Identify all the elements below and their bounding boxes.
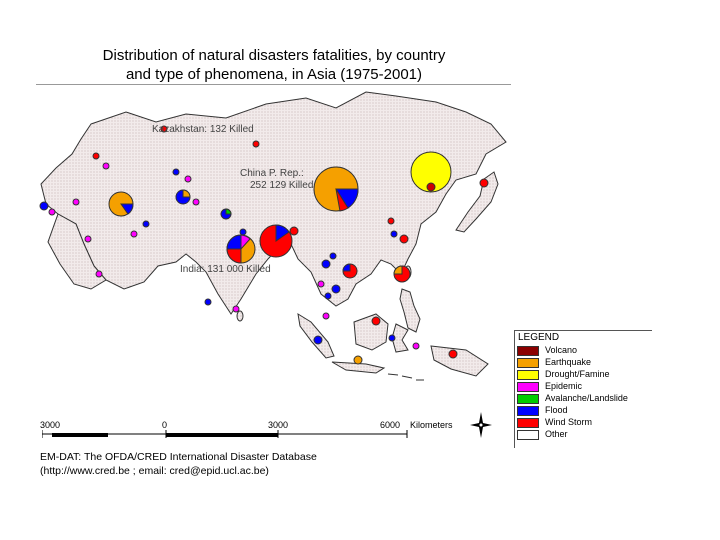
source-line-2: (http://www.cred.be ; email: cred@epid.u… [40,465,269,477]
legend-swatch [517,345,539,356]
symbol-small-9 [95,270,103,278]
arabia [47,213,107,290]
symbol-kazakhstan [160,125,168,133]
symbol-small-11 [142,220,150,228]
symbol-png [448,349,458,359]
legend-item-avalanche: Avalanche/Landslide [517,393,628,404]
symbol-small-2 [184,175,192,183]
symbol-small-10 [130,230,138,238]
symbol-indochina-2 [317,280,325,288]
legend-label: Epidemic [545,381,583,391]
legend-swatch [517,381,539,392]
source-note: EM-DAT: The OFDA/CRED International Disa… [40,450,317,478]
legend-swatch [517,393,539,404]
asia-map[interactable] [36,84,511,414]
symbol-thailand [321,259,331,269]
legend-item-drought: Drought/Famine [517,369,610,380]
symbol-laos [329,252,337,260]
scale-bar [42,430,408,438]
symbol-java [353,355,363,365]
symbol-korea-2 [390,230,398,238]
symbol-taiwan [387,217,395,225]
source-line-1: EM-DAT: The OFDA/CRED International Disa… [40,451,317,463]
scale-label-unit: Kilometers [410,420,453,430]
map-title: Distribution of natural disasters fatali… [40,46,508,84]
legend-swatch [517,429,539,440]
symbol-brunei [322,312,330,320]
legend-swatch [517,357,539,368]
legend-label: Volcano [545,345,578,355]
map-title-line-1: Distribution of natural disasters fatali… [102,47,446,64]
symbol-indonesia-1 [371,316,381,326]
symbol-japan [479,178,489,188]
legend-label: Drought/Famine [545,369,610,379]
symbol-north-korea-inner [426,182,436,192]
symbol-north-korea [410,151,452,193]
legend: LEGEND Volcano Earthquake Drought/Famine… [514,330,652,448]
borneo [353,313,389,351]
legend-label: Avalanche/Landslide [545,393,628,403]
symbol-china-storm [335,188,349,212]
symbol-kyrgyzstan [192,198,200,206]
label-china-line-2: 252 129 Killed [250,180,314,191]
label-kazakhstan: Kazakhstan: 132 Killed [152,124,254,135]
legend-label: Flood [545,405,568,415]
legend-swatch [517,405,539,416]
symbol-indochina-3 [324,292,332,300]
symbol-small-6 [39,201,49,211]
disaster-symbols [39,125,489,365]
legend-label: Earthquake [545,357,592,367]
legend-swatch [517,369,539,380]
legend-item-volcano: Volcano [517,345,577,356]
legend-item-earthquake: Earthquake [517,357,591,368]
symbol-maldives [204,298,212,306]
legend-item-flood: Flood [517,405,568,416]
symbol-myanmar [289,226,299,236]
legend-swatch [517,417,539,428]
japan [455,171,499,233]
legend-item-epidemic: Epidemic [517,381,582,392]
legend-title: LEGEND [518,332,560,343]
legend-label: Other [545,429,568,439]
symbol-malaysia [313,335,323,345]
label-china-line-1: China P. Rep.: [240,168,304,179]
symbol-small-4 [102,162,110,170]
scale-label-3000: 3000 [268,420,289,430]
scale-label-6000: 6000 [380,420,401,430]
symbol-small-3 [92,152,100,160]
symbol-small-7 [48,208,56,216]
map-title-line-2: and type of phenomena, in Asia (1975-200… [125,66,423,83]
symbol-cambodia [331,284,341,294]
symbol-small-1 [172,168,180,176]
scale-label-3000-left: 3000 [40,420,61,430]
sri-lanka [236,310,244,322]
philippines [399,288,421,333]
symbol-indonesia-2 [388,334,396,342]
symbol-south-korea [399,234,409,244]
north-arrow-icon [470,412,492,438]
symbol-bhutan [239,228,247,236]
symbol-small-8 [84,235,92,243]
new-guinea [430,345,489,377]
legend-label: Wind Storm [545,417,593,427]
legend-item-other: Other [517,429,568,440]
lesser-sunda [387,373,424,381]
symbol-indonesia-3 [412,342,420,350]
symbol-small-5 [72,198,80,206]
legend-item-wind-storm: Wind Storm [517,417,592,428]
scale-label-0: 0 [162,420,168,430]
symbol-sri-lanka [232,305,240,313]
symbol-mongolia [252,140,260,148]
label-india: India: 131 000 Killed [180,264,271,275]
